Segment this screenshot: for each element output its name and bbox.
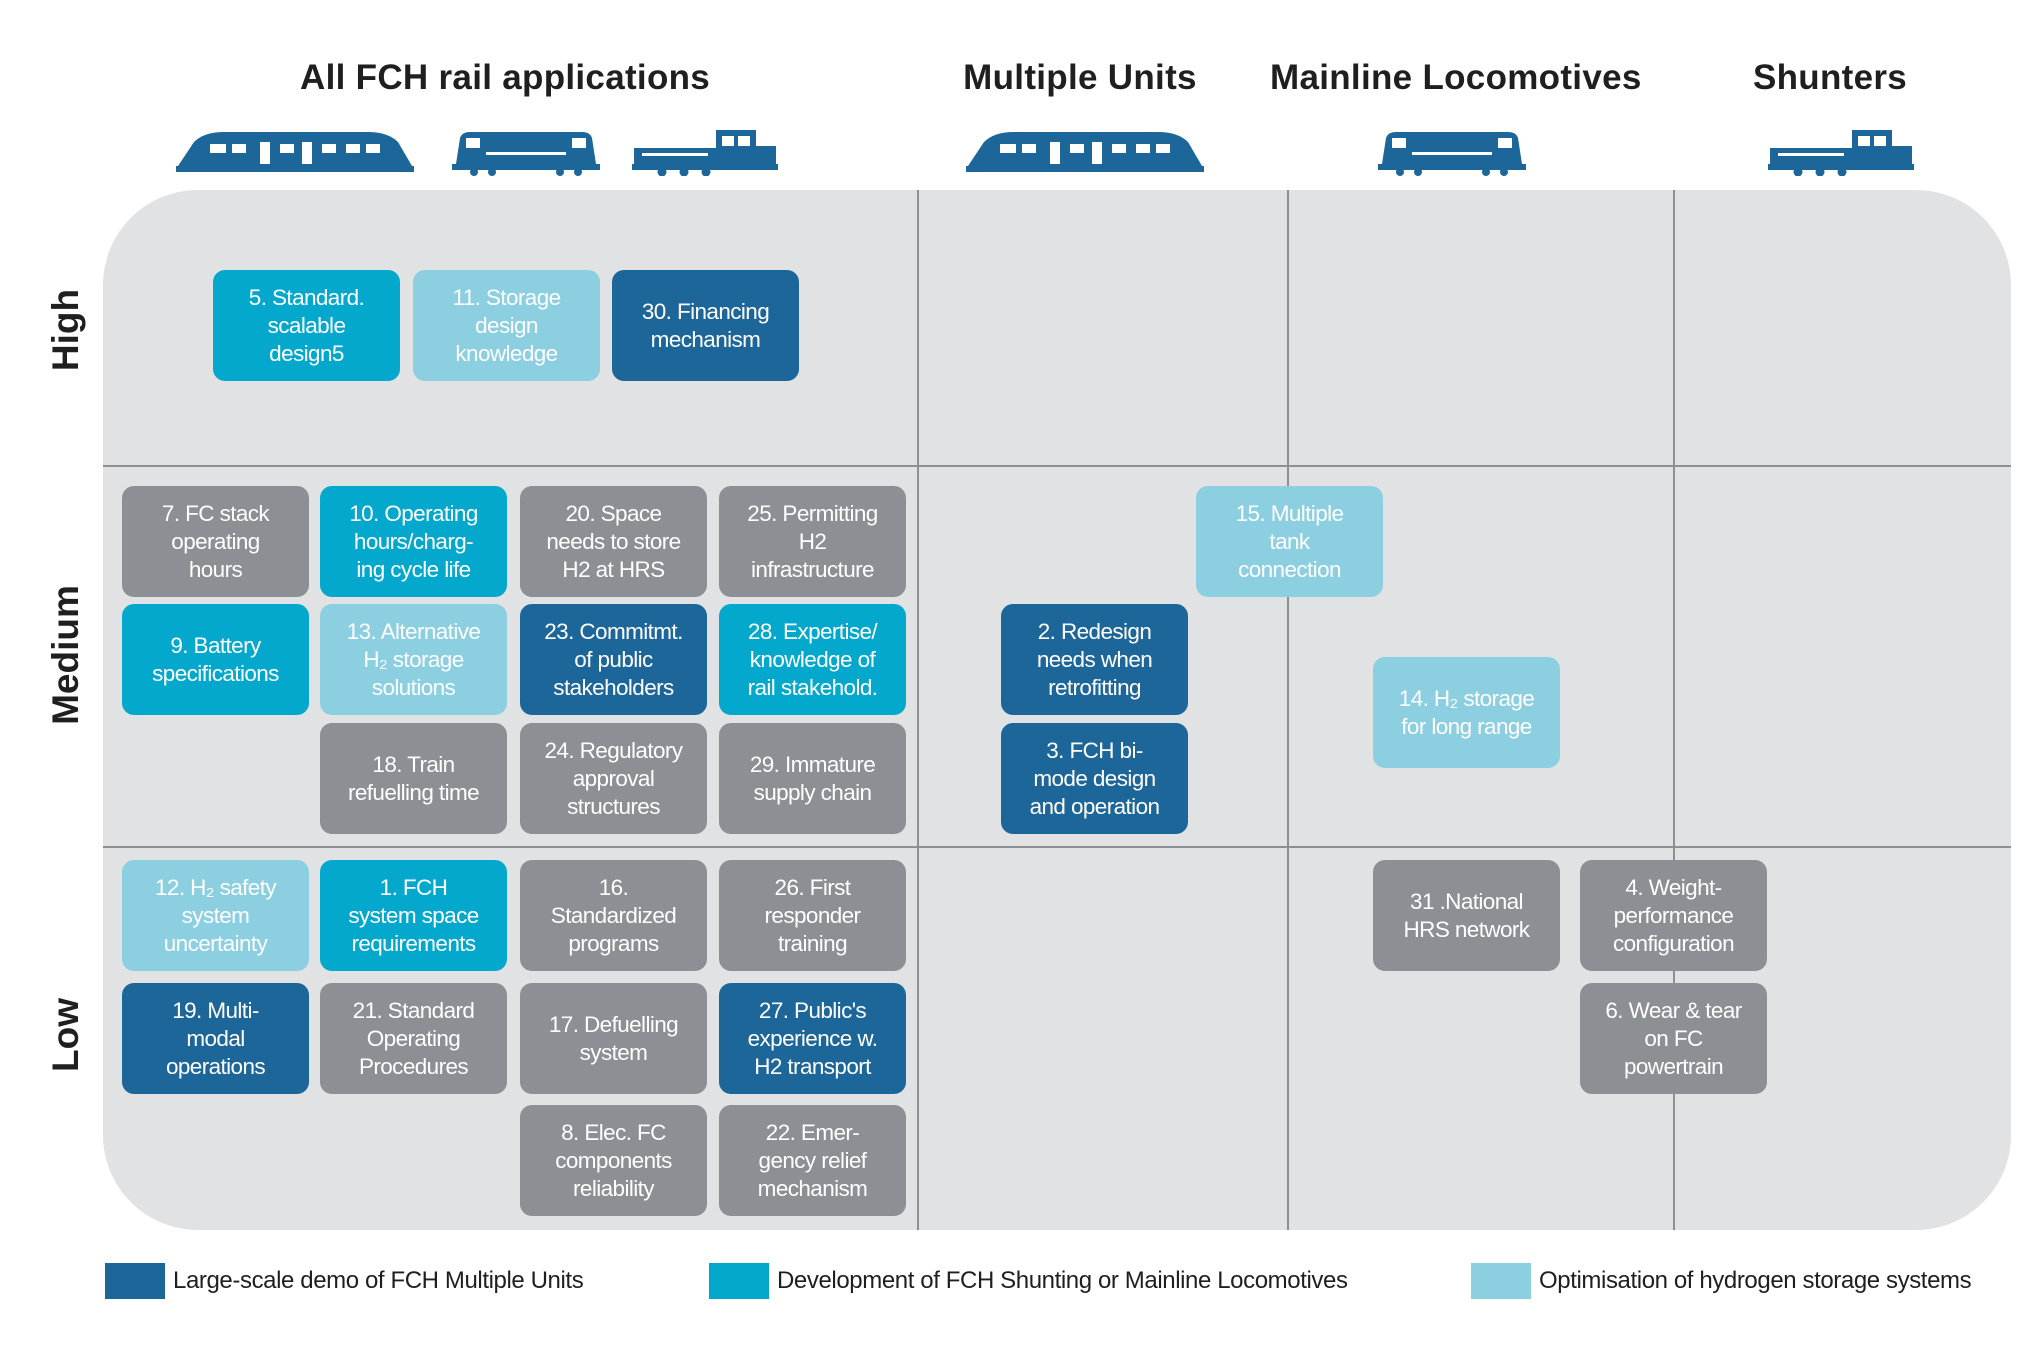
column-heading-all-applications: All FCH rail applications — [300, 58, 711, 97]
grid-line-high-medium — [103, 465, 2011, 467]
legend-item-locomotive-development: Development of FCH Shunting or Mainline … — [709, 1263, 1348, 1299]
challenge-box-9: 9. Battery specifications — [122, 604, 309, 715]
challenge-box-28: 28. Expertise/ knowledge of rail stakeho… — [719, 604, 906, 715]
legend-swatch-light-blue — [1471, 1263, 1531, 1299]
challenge-box-24: 24. Regulatory approval structures — [520, 723, 707, 834]
legend-label-large-scale-demo: Large-scale demo of FCH Multiple Units — [173, 1267, 584, 1294]
challenge-box-11: 11. Storage design knowledge — [413, 270, 600, 381]
challenge-box-21: 21. Standard Operating Procedures — [320, 983, 507, 1094]
row-label-medium: Medium — [45, 585, 86, 725]
challenge-box-12: 12. H₂ safety system uncertainty — [122, 860, 309, 971]
challenge-box-5: 5. Standard. scalable design5 — [213, 270, 400, 381]
column-heading-mainline-locomotives: Mainline Locomotives — [1270, 58, 1642, 97]
row-label-high: High — [44, 288, 86, 372]
challenge-box-31: 31 .National HRS network — [1373, 860, 1560, 971]
challenge-box-6: 6. Wear & tear on FC powertrain — [1580, 983, 1767, 1094]
multiple-unit-train-icon — [176, 132, 414, 172]
grid-line-medium-low — [103, 846, 2011, 848]
legend-swatch-mid-blue — [709, 1263, 769, 1299]
challenge-box-8: 8. Elec. FC components reliability — [520, 1105, 707, 1216]
multiple-unit-train-icon — [966, 132, 1204, 172]
challenge-box-1: 1. FCH system space requirements — [320, 860, 507, 971]
grid-line-mainline-shunters — [1673, 190, 1675, 1230]
legend-item-storage-optimisation: Optimisation of hydrogen storage systems — [1471, 1263, 1972, 1299]
challenge-box-15: 15. Multiple tank connection — [1196, 486, 1383, 597]
challenge-box-17: 17. Defuelling system — [520, 983, 707, 1094]
challenge-box-26: 26. First responder training — [719, 860, 906, 971]
shunter-locomotive-icon — [1768, 130, 1914, 176]
challenge-box-22: 22. Emer- gency relief mechanism — [719, 1105, 906, 1216]
column-heading-multiple-units: Multiple Units — [963, 58, 1197, 97]
column-heading-shunters: Shunters — [1752, 58, 1908, 97]
challenge-box-27: 27. Public's experience w. H2 transport — [719, 983, 906, 1094]
legend-label-locomotive-development: Development of FCH Shunting or Mainline … — [777, 1267, 1348, 1294]
challenge-box-29: 29. Immature supply chain — [719, 723, 906, 834]
challenge-box-10: 10. Operating hours/charg- ing cycle lif… — [320, 486, 507, 597]
legend-label-storage-optimisation: Optimisation of hydrogen storage systems — [1539, 1267, 1972, 1294]
mainline-locomotive-icon — [1378, 132, 1526, 176]
challenge-box-4: 4. Weight- performance configuration — [1580, 860, 1767, 971]
grid-line-mu-mainline — [1287, 190, 1289, 1230]
shunter-locomotive-icon — [632, 130, 778, 176]
challenge-box-16: 16. Standardized programs — [520, 860, 707, 971]
grid-line-all-mu — [917, 190, 919, 1230]
challenge-box-3: 3. FCH bi- mode design and operation — [1001, 723, 1188, 834]
challenge-box-19: 19. Multi- modal operations — [122, 983, 309, 1094]
legend-swatch-dark-blue — [105, 1263, 165, 1299]
challenge-box-13: 13. Alternative H₂ storage solutions — [320, 604, 507, 715]
challenge-box-25: 25. Permitting H2 infrastructure — [719, 486, 906, 597]
legend-item-large-scale-demo: Large-scale demo of FCH Multiple Units — [105, 1263, 584, 1299]
challenge-box-23: 23. Commitmt. of public stakeholders — [520, 604, 707, 715]
challenge-box-2: 2. Redesign needs when retrofitting — [1001, 604, 1188, 715]
challenge-box-14: 14. H₂ storage for long range — [1373, 657, 1560, 768]
row-label-low: Low — [44, 998, 86, 1072]
challenge-box-7: 7. FC stack operating hours — [122, 486, 309, 597]
challenge-box-20: 20. Space needs to store H2 at HRS — [520, 486, 707, 597]
challenge-box-30: 30. Financing mechanism — [612, 270, 799, 381]
challenge-box-18: 18. Train refuelling time — [320, 723, 507, 834]
mainline-locomotive-icon — [452, 132, 600, 176]
